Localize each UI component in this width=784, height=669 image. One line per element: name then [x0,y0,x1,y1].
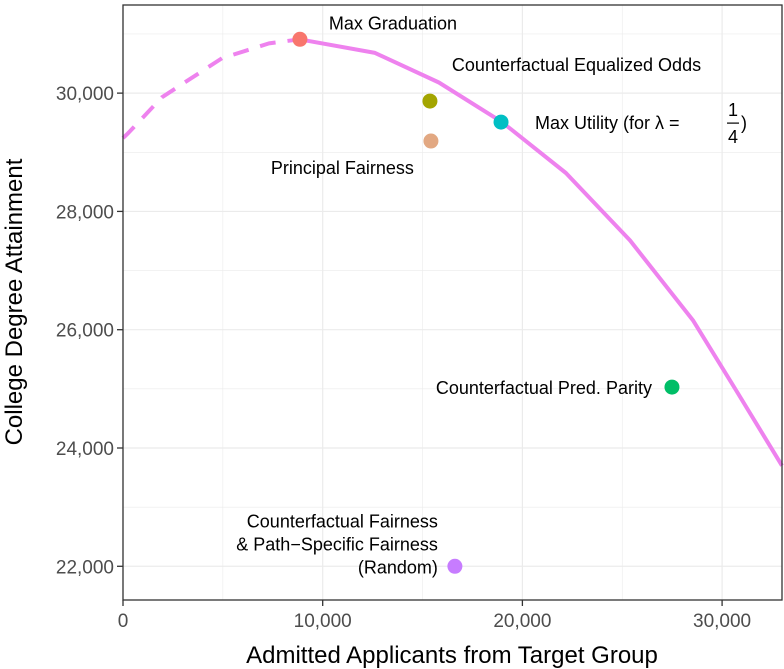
fraction-numerator: 1 [728,100,738,120]
x-tick-label: 0 [118,611,129,632]
x-axis-label: Admitted Applicants from Target Group [246,642,658,669]
frontier-curve [121,37,784,467]
x-tick-label: 10,000 [294,611,352,632]
label-max-utility: Max Utility (for λ = [535,113,680,133]
label-counterfactual-pred-parity-line: Counterfactual Pred. Parity [436,378,652,398]
y-tick-label: 28,000 [56,202,114,223]
label-close-paren: ) [741,113,747,133]
y-tick-label: 24,000 [56,439,114,460]
y-tick-label: 26,000 [56,321,114,342]
axes: 0 10,000 20,000 30,000 22,000 24,000 26,000 28,… [56,84,751,632]
grid [122,5,782,600]
point-max-utility [493,114,509,130]
y-tick-label: 30,000 [56,84,114,105]
fraction-denominator: 4 [728,127,738,147]
label-counterfactual-fairness-path-specific-fairness-random--line: & Path−Specific Fairness [236,534,438,554]
point-counterfactual-pred-parity [664,379,680,395]
annotations: Max Graduation Counterfactual Equalized O… [236,13,747,577]
point-max-graduation [292,31,308,47]
point-counterfactual-fairness-path-specific-fairness-random- [447,558,463,574]
frontier-dashed-segment [121,37,301,140]
x-tick-label: 20,000 [493,611,551,632]
frontier-solid-segment [299,37,784,467]
label-counterfactual-equalized-odds: Counterfactual Equalized Odds [452,55,701,75]
y-tick-label: 22,000 [56,557,114,578]
label-max-graduation: Max Graduation [329,13,457,33]
points [292,31,680,574]
point-principal-fairness [423,133,439,149]
label-counterfactual-fairness-path-specific-fairness-random--line: Counterfactual Fairness [247,511,438,531]
label-principal-fairness: Principal Fairness [271,158,414,178]
x-tick-label: 30,000 [693,611,751,632]
label-counterfactual-fairness-path-specific-fairness-random--line: (Random) [358,557,438,577]
plot-border [122,4,783,601]
point-counterfactual-equalized-odds [422,93,438,109]
y-axis-label: College Degree Attainment [1,158,28,445]
